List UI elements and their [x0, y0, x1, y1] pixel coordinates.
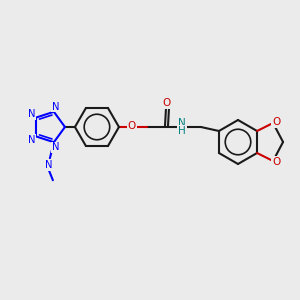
Text: N: N	[28, 135, 35, 145]
Text: N: N	[52, 142, 59, 152]
Text: H: H	[178, 126, 186, 136]
Text: N: N	[45, 160, 52, 170]
Text: N: N	[28, 110, 35, 119]
Text: O: O	[163, 98, 171, 108]
Text: O: O	[128, 121, 136, 131]
Text: O: O	[272, 157, 280, 167]
Text: N: N	[178, 118, 186, 128]
Text: N: N	[52, 102, 59, 112]
Text: O: O	[272, 117, 280, 127]
